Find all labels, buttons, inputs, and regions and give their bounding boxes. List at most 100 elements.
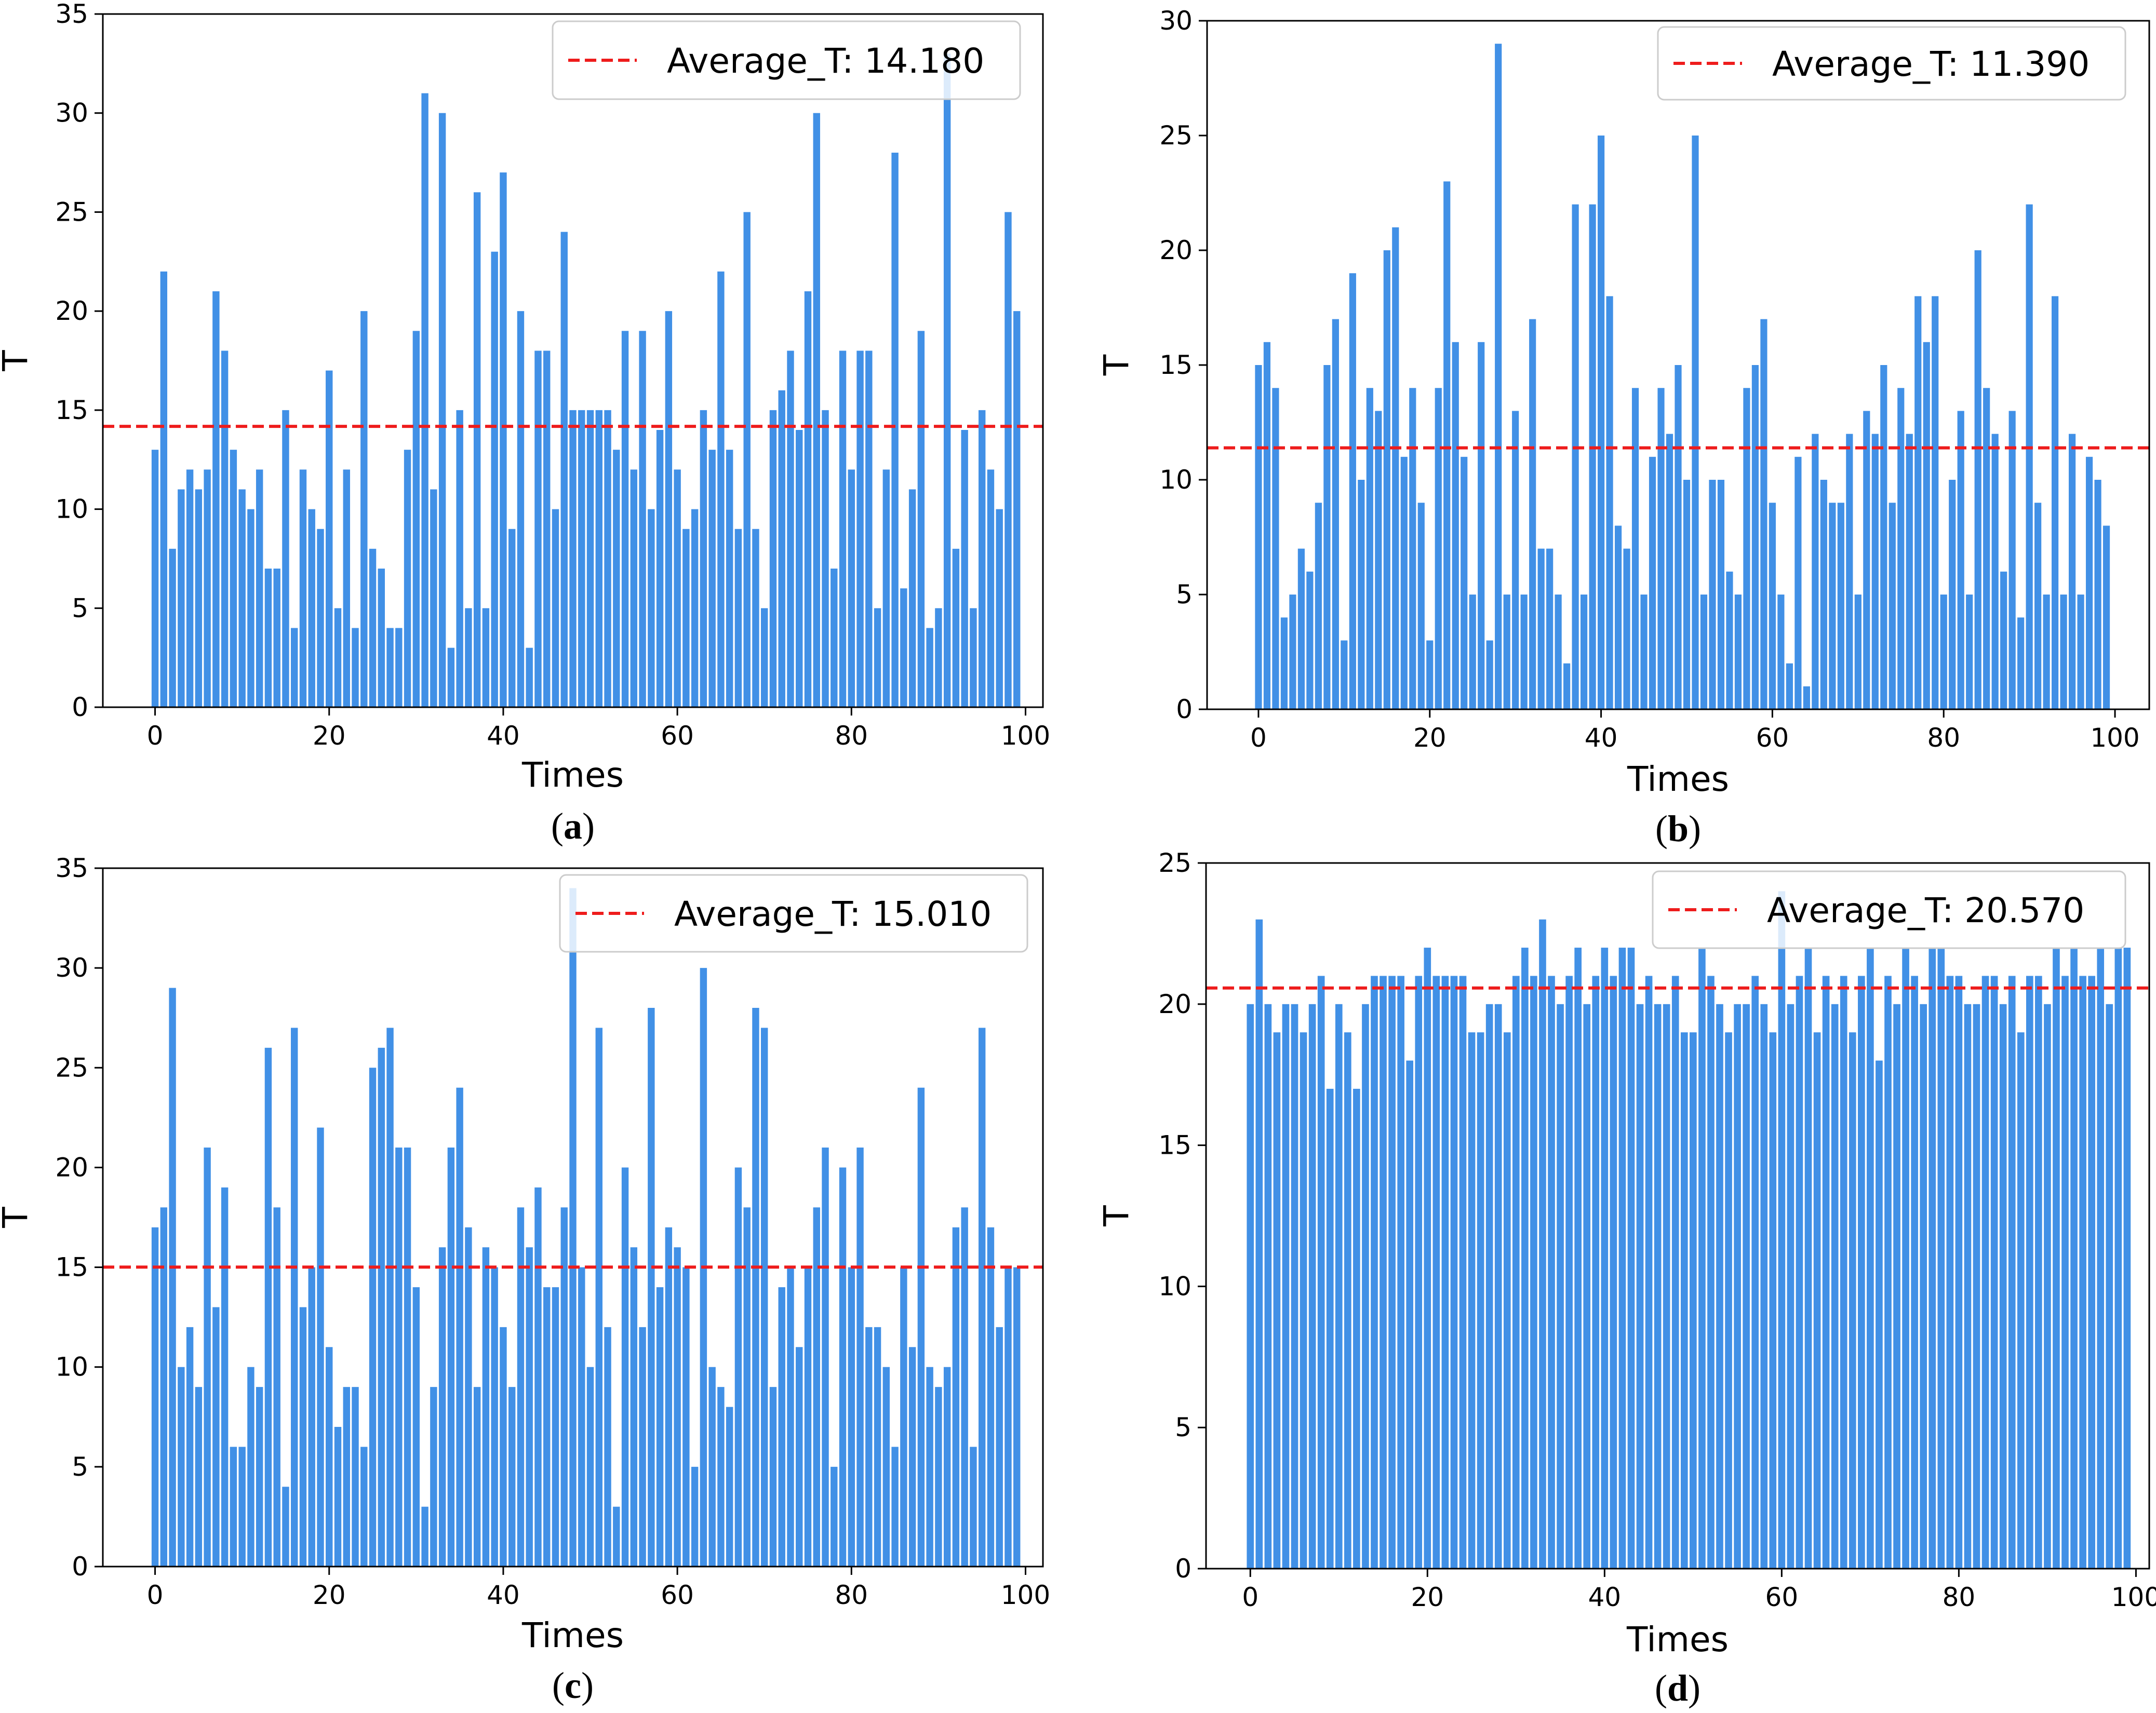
bar [2085,456,2093,709]
bar [1247,1004,1254,1569]
bar [1671,976,1679,1569]
bar [1940,595,1947,709]
bar [178,1367,185,1567]
bar [352,1387,359,1567]
bar [804,291,812,707]
legend-box [1657,26,2126,101]
bar [978,410,986,707]
bar [1415,976,1423,1569]
bar [334,608,342,707]
bar [1717,480,1725,709]
bar [1323,365,1331,709]
y-axis-label: T [1096,354,1136,376]
x-tick-label: 40 [1588,1582,1622,1612]
bar [1914,296,1922,709]
y-tick-label: 20 [55,1152,88,1182]
bar [1902,948,1909,1569]
bar [256,469,263,707]
bar [1417,503,1425,709]
bar [1854,595,1862,709]
bar [1911,976,1918,1569]
bar [865,350,873,707]
bar [456,1087,463,1567]
bar [674,469,681,707]
bar [378,569,385,707]
bar [412,1287,420,1567]
bar [604,410,611,707]
bar [743,1207,751,1567]
bar [1592,976,1600,1569]
bar [1574,948,1582,1569]
y-tick-label: 20 [55,296,88,326]
bar [1884,976,1892,1569]
y-tick-label: 5 [1176,579,1193,610]
bar [1300,1032,1307,1569]
bar [1478,342,1485,709]
bar [2026,204,2033,709]
bar [1503,595,1510,709]
bar [1400,456,1408,709]
bar [1778,891,1786,1569]
bar [212,291,220,707]
bar [882,1367,890,1567]
bar [1751,365,1759,709]
bar [1949,480,1956,709]
bar [1308,1004,1316,1569]
bar [1565,976,1573,1569]
bar [2079,976,2086,1569]
bar [2008,976,2016,1569]
bar [917,1087,925,1567]
bar [1326,1088,1334,1569]
bar [1546,548,1554,709]
bar [438,1247,446,1567]
legend-box [552,20,1021,100]
bar [230,1447,237,1567]
bar [778,390,785,707]
bar [343,1387,350,1567]
bar [456,410,463,707]
bar [552,1287,559,1567]
y-tick-label: 35 [55,853,88,883]
bar [2094,480,2101,709]
bar [1512,976,1520,1569]
bar [317,529,324,707]
bar [2017,617,2025,709]
bar [1332,319,1339,709]
bar [1601,948,1609,1569]
x-tick-label: 0 [1250,723,1267,753]
bar [2000,571,2007,709]
x-tick-label: 40 [487,721,520,751]
bar [1572,204,1579,709]
x-tick-label: 0 [1242,1582,1258,1612]
bar [1937,948,1945,1569]
legend-label: Average_T: 14.180 [667,41,984,81]
bar [1813,1032,1821,1569]
bar [1649,456,1656,709]
bar [1863,411,1870,709]
bar [1537,548,1545,709]
bar [1555,595,1562,709]
y-tick-label: 5 [72,593,88,623]
bar [891,1447,899,1567]
bar [691,509,699,707]
bar [839,1167,847,1567]
chart-panel-c: 0 20 40 60 80 100 0 5 10 15 20 25 30 35 Times T Average_… [0,853,1050,1706]
bar [1397,976,1404,1569]
bar [369,548,377,707]
bar [639,331,646,707]
plot-area [1206,891,2149,1569]
bar [1760,319,1767,709]
bar [1383,250,1390,709]
bar [543,350,551,707]
bar [1880,365,1887,709]
bar [2060,595,2067,709]
bar [1743,1004,1750,1569]
bar [1966,595,1973,709]
bar [412,331,420,707]
legend-label: Average_T: 11.390 [1772,44,2090,84]
bar [1005,1267,1012,1567]
bar [1589,204,1596,709]
bar [482,608,490,707]
bar [804,1267,812,1567]
bar [1392,227,1399,709]
